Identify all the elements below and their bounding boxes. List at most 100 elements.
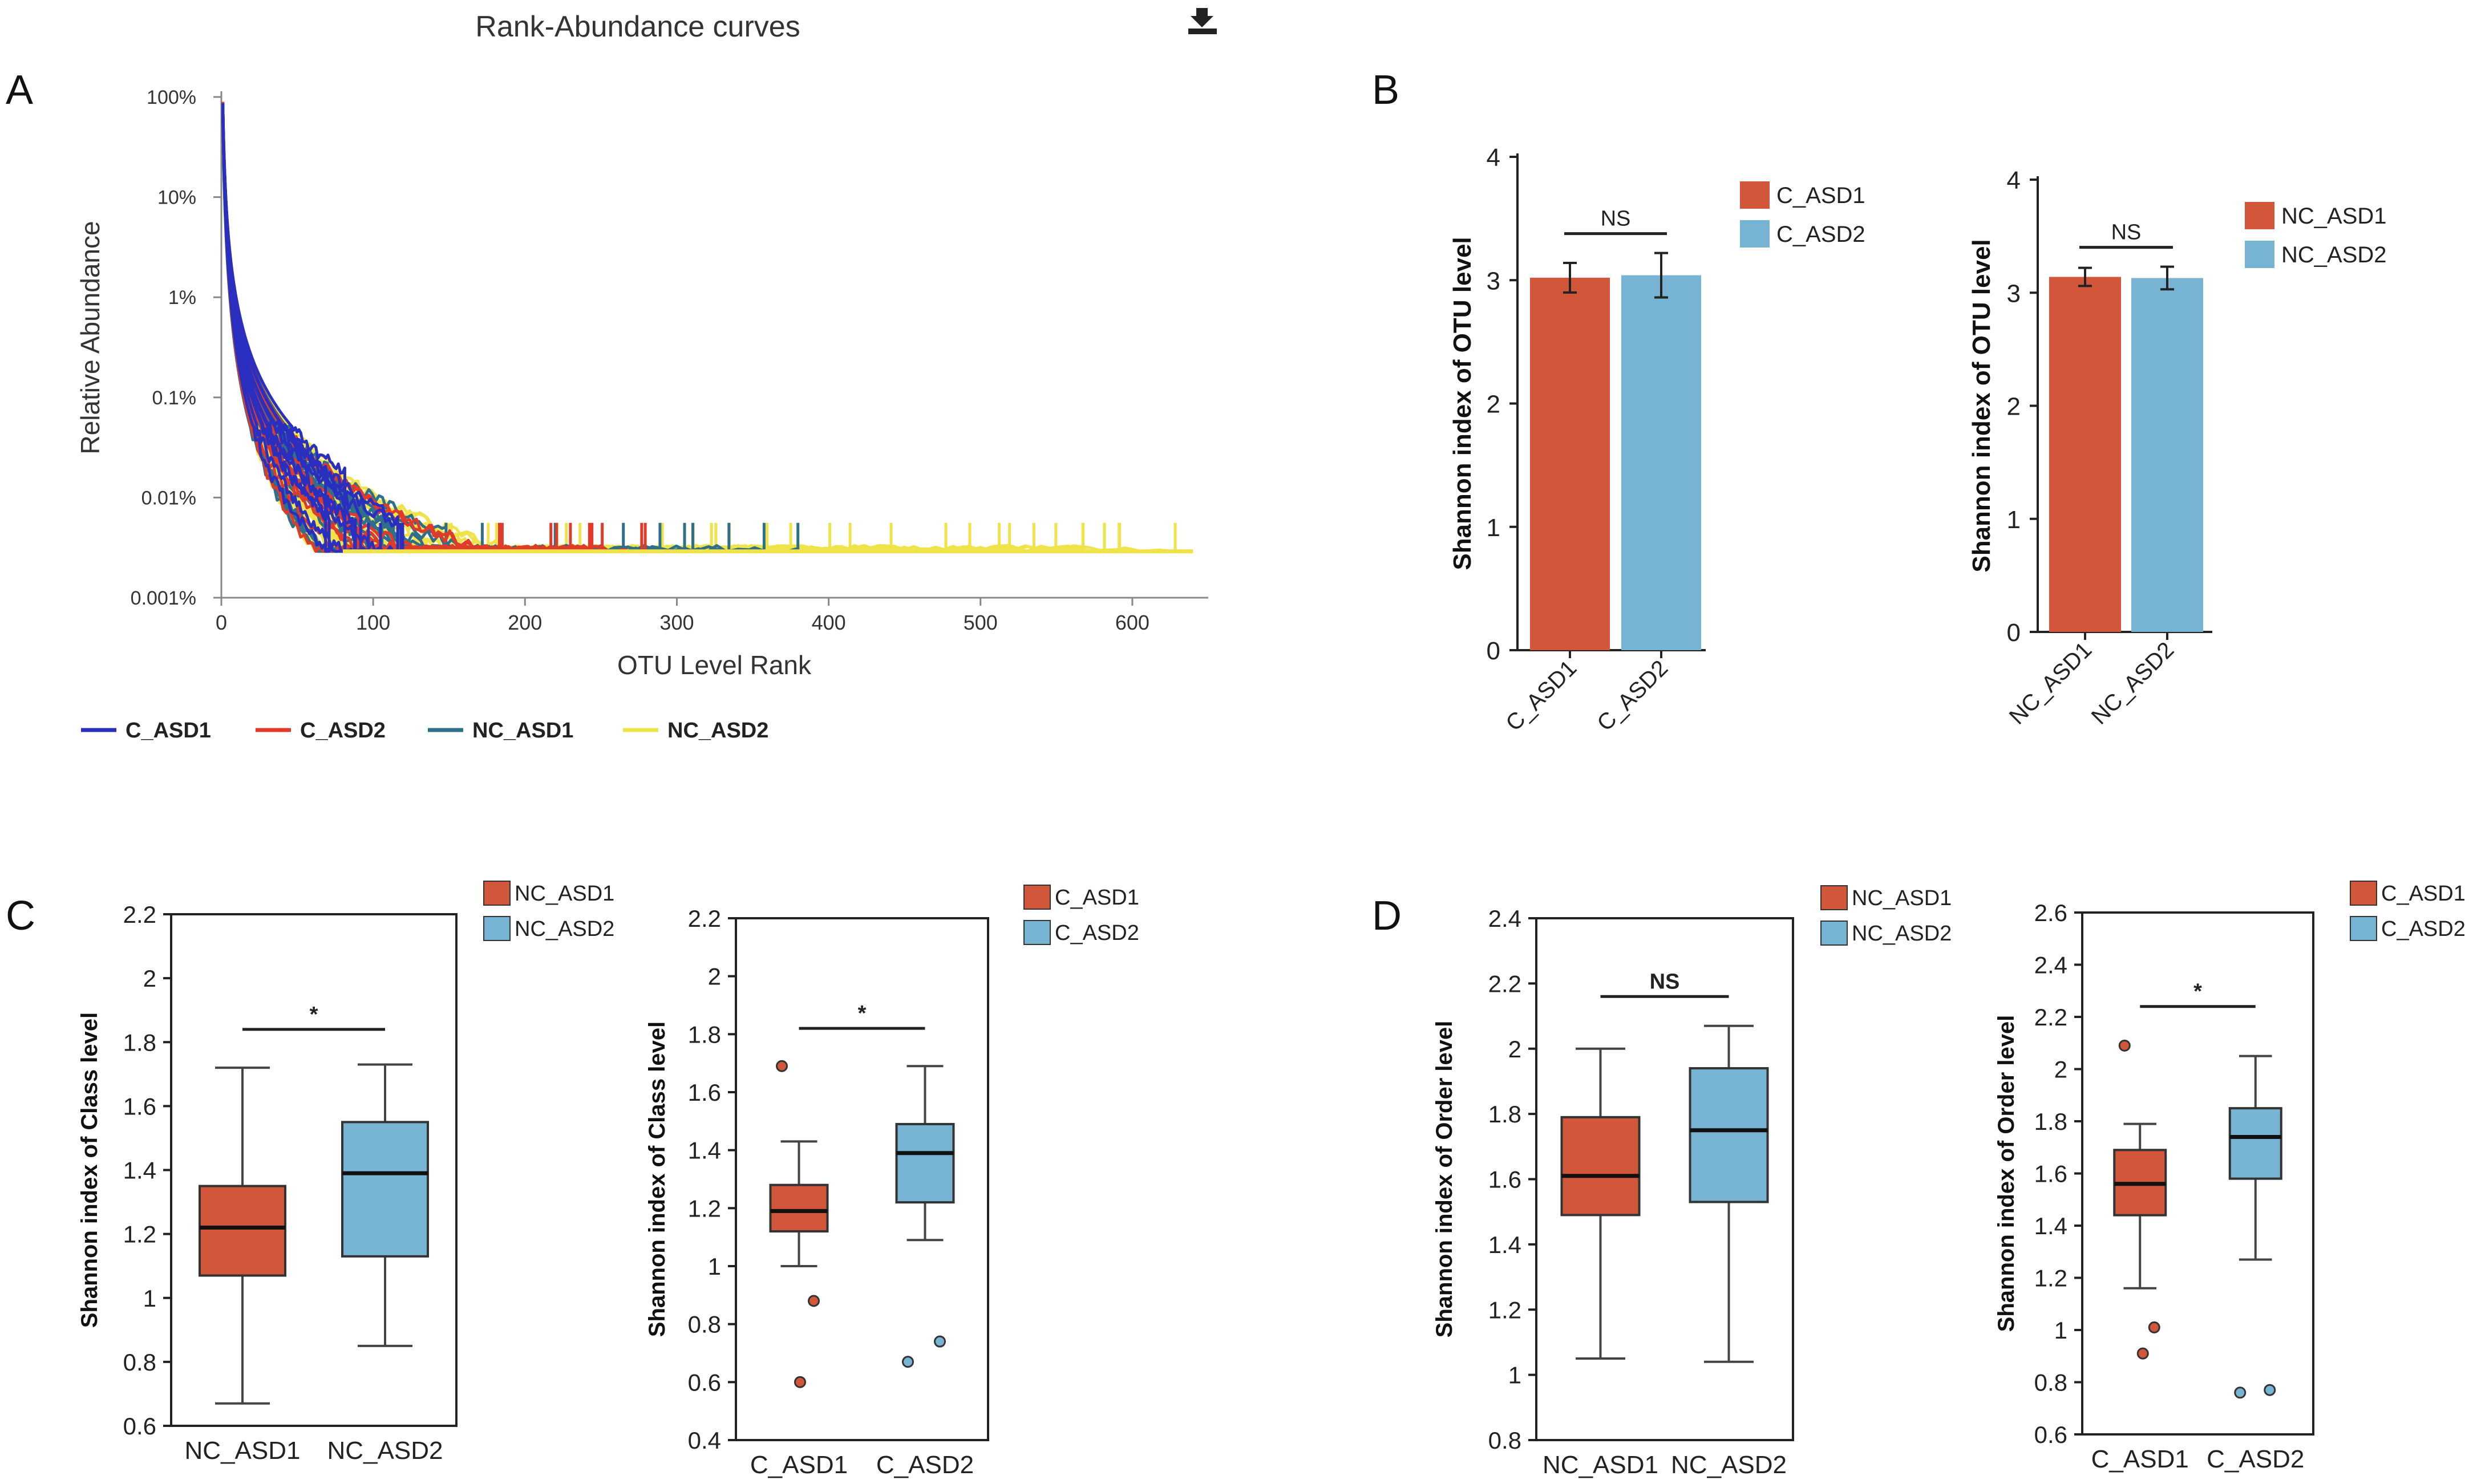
- y-tick-label: 0.6: [688, 1369, 721, 1396]
- series-line-nc-asd2: [221, 115, 502, 553]
- y-tick-label: 1.8: [123, 1029, 156, 1056]
- x-tick-label: NC_ASD1: [2005, 637, 2097, 729]
- y-tick-label: 0.6: [2034, 1421, 2067, 1448]
- y-tick-label: 2.2: [123, 901, 156, 928]
- y-tick-label: 0.01%: [141, 487, 196, 509]
- legend-label: NC_ASD1: [515, 882, 614, 906]
- y-tick-label: 1: [2007, 506, 2021, 534]
- y-axis-label: Shannon index of OTU level: [1968, 239, 1996, 572]
- x-tick-label: C_ASD2: [2207, 1445, 2304, 1473]
- legend-label: NC_ASD2: [515, 917, 614, 941]
- y-tick-label: 10%: [157, 187, 196, 209]
- y-tick-label: 0.8: [1488, 1427, 1521, 1454]
- y-tick-label: 2: [708, 963, 721, 990]
- y-tick-label: 0.4: [688, 1427, 721, 1454]
- legend-swatch: [2350, 881, 2377, 906]
- y-tick-label: 1.6: [688, 1079, 721, 1106]
- x-tick-label: NC_ASD2: [2087, 637, 2179, 729]
- y-tick-label: 2.4: [2034, 952, 2067, 979]
- y-tick-label: 2: [143, 965, 156, 992]
- y-axis-label: Shannon index of Class level: [77, 1012, 102, 1328]
- panel-letter-c: C: [6, 893, 35, 939]
- legend-swatch: [1740, 220, 1770, 248]
- download-icon[interactable]: [1188, 8, 1217, 34]
- box-nc-asd1: [199, 1185, 286, 1277]
- y-axis-label: Shannon index of OTU level: [1448, 237, 1476, 570]
- y-tick-label: 2.2: [1488, 970, 1521, 997]
- y-tick-label: 0.8: [123, 1349, 156, 1376]
- y-tick-label: 2: [1508, 1036, 1521, 1063]
- y-tick-label: 2.6: [2034, 899, 2067, 926]
- x-tick-label: 0: [216, 611, 227, 634]
- legend-swatch: [483, 881, 511, 906]
- legend-swatch: [2245, 202, 2274, 229]
- y-tick-label: 1.6: [123, 1093, 156, 1120]
- y-tick-label: 1.8: [2034, 1108, 2067, 1135]
- y-tick-label: 1.8: [1488, 1101, 1521, 1128]
- bar-nc-asd1: [2049, 277, 2121, 632]
- y-tick-label: 2.2: [2034, 1004, 2067, 1031]
- y-tick-label: 3: [1487, 267, 1500, 295]
- y-tick-label: 1.8: [688, 1021, 721, 1048]
- x-tick-label: C_ASD1: [2091, 1445, 2189, 1473]
- rank-abundance-legend: C_ASD1 C_ASD2 NC_ASD1 NC_ASD2: [81, 719, 768, 743]
- y-tick-label: 1: [1508, 1362, 1521, 1389]
- outlier-point: [2136, 1347, 2149, 1360]
- significance-label: NS: [2111, 221, 2142, 245]
- x-tick-label: 300: [659, 611, 694, 634]
- legend-swatch: [1023, 920, 1051, 945]
- rank-abundance-chart: Rank-Abundance curves 0 100 200 300 400 500 60…: [75, 8, 1217, 743]
- series-line-c-asd2: [221, 107, 504, 553]
- significance-label: NS: [1601, 207, 1631, 231]
- legend-swatch: [2350, 916, 2377, 941]
- x-tick-label: 600: [1115, 611, 1149, 634]
- series-line-nc-asd2: [221, 108, 1177, 553]
- outlier-point: [794, 1376, 806, 1388]
- rank-abundance-lines: [221, 102, 1193, 554]
- panel-letter-d: D: [1372, 893, 1402, 939]
- outlier-point: [776, 1060, 788, 1072]
- significance-label: *: [310, 1003, 318, 1027]
- legend-swatch: [1820, 885, 1848, 910]
- y-tick-label: 1.4: [688, 1137, 721, 1164]
- plot-frame: [735, 917, 989, 1441]
- y-tick-label: 1.2: [1488, 1296, 1521, 1323]
- x-tick-label: NC_ASD2: [327, 1437, 443, 1465]
- y-tick-label: 2.2: [688, 905, 721, 932]
- legend-swatch: [483, 916, 511, 941]
- legend-label: C_ASD1: [126, 719, 211, 743]
- legend-label: C_ASD2: [1055, 921, 1139, 945]
- y-tick-label: 0: [2007, 619, 2021, 647]
- y-tick-label: 0.6: [123, 1413, 156, 1440]
- rank-abundance-title: Rank-Abundance curves: [475, 10, 800, 43]
- box-c-asd2: [895, 1122, 955, 1204]
- y-tick-label: 100%: [147, 87, 196, 108]
- y-tick-label: 1.4: [2034, 1213, 2067, 1239]
- legend-swatch: [1023, 885, 1051, 910]
- x-tick-label: NC_ASD1: [185, 1437, 301, 1465]
- x-tick-label: 400: [812, 611, 846, 634]
- significance-label: *: [858, 1002, 867, 1025]
- y-tick-label: 1: [143, 1285, 156, 1312]
- y-tick-label: 3: [2007, 279, 2021, 307]
- y-tick-label: 4: [1487, 144, 1500, 172]
- bar-nc-asd2: [2131, 278, 2203, 632]
- x-tick-label: NC_ASD1: [1543, 1451, 1658, 1479]
- y-tick-label: 2: [2054, 1056, 2067, 1083]
- legend-label: NC_ASD2: [1852, 922, 1952, 946]
- box-nc-asd2: [341, 1121, 429, 1258]
- y-tick-label: 1%: [168, 287, 196, 309]
- rank-abundance-xlabel: OTU Level Rank: [617, 650, 812, 680]
- legend-label: C_ASD2: [1776, 222, 1865, 247]
- legend-swatch: [2245, 241, 2274, 268]
- box-nc-asd1: [1560, 1116, 1641, 1217]
- shannon-order-nc-chart: 0.8 1 1.2 1.4 1.6 1.8 2 2.2 2.4 NC_ASD1 NC_ASD2 NS S…: [1432, 885, 1952, 1479]
- legend-label: C_ASD2: [2381, 917, 2466, 941]
- y-tick-label: 0.001%: [131, 587, 196, 609]
- y-axis-label: Shannon index of Class level: [645, 1021, 670, 1337]
- y-tick-label: 0.1%: [152, 387, 197, 409]
- outlier-point: [902, 1356, 914, 1368]
